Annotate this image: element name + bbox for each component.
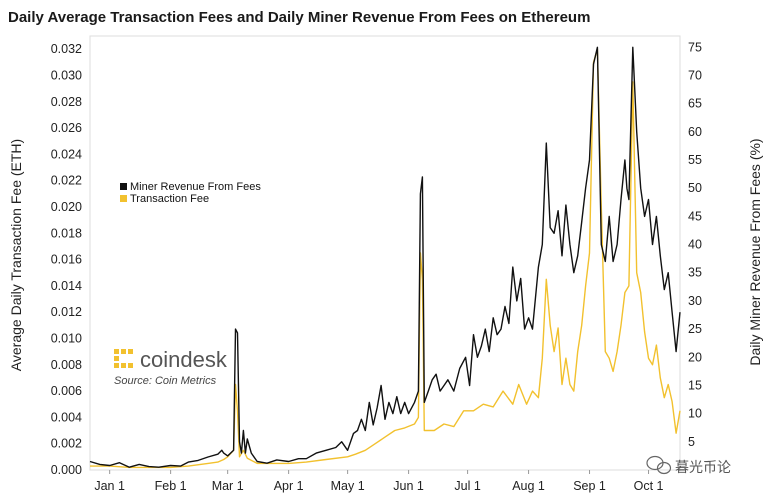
watermark-text: 暮光币论: [675, 460, 731, 476]
y-tick-left: 0.028: [51, 95, 82, 109]
y-tick-right: 10: [688, 407, 702, 421]
y-axis-right: 5 10 15 20 25 30 35 40 45 50 55 60 65 70 75: [688, 40, 702, 449]
y-tick-right: 40: [688, 238, 702, 252]
legend: Miner Revenue From Fees Transaction Fee: [120, 181, 261, 205]
y-tick-right: 65: [688, 97, 702, 111]
y-tick-left: 0.020: [51, 200, 82, 214]
y-tick-left: 0.006: [51, 384, 82, 398]
y-tick-right: 30: [688, 294, 702, 308]
series-line-miner-revenue: [89, 46, 681, 468]
y-tick-right: 45: [688, 209, 702, 223]
coindesk-logo: coindesk Source: Coin Metrics: [114, 347, 228, 387]
y-tick-right: 25: [688, 322, 702, 336]
y-tick-left: 0.012: [51, 305, 82, 319]
y-tick-right: 50: [688, 181, 702, 195]
y-tick-right: 15: [688, 378, 702, 392]
x-tick-label: Jun 1: [393, 479, 424, 493]
y-tick-left: 0.032: [51, 42, 82, 56]
plot-area: [89, 35, 681, 471]
x-tick-label: Mar 1: [212, 479, 244, 493]
y-tick-right: 5: [688, 435, 695, 449]
y-tick-right: 35: [688, 266, 702, 280]
y-tick-left: 0.004: [51, 410, 82, 424]
source-note: Source: Coin Metrics: [114, 375, 217, 387]
y-tick-right: 55: [688, 153, 702, 167]
x-tick-label: Aug 1: [512, 479, 545, 493]
y-tick-right: 60: [688, 125, 702, 139]
legend-label-miner: Miner Revenue From Fees: [130, 181, 261, 193]
y-tick-left: 0.008: [51, 358, 82, 372]
x-tick-label: Oct 1: [634, 479, 664, 493]
y-tick-left: 0.026: [51, 121, 82, 135]
x-tick-label: May 1: [331, 479, 365, 493]
x-tick-label: Jul 1: [454, 479, 480, 493]
legend-swatch-fee: [120, 195, 127, 202]
x-tick-label: Jan 1: [94, 479, 125, 493]
plot-frame: [89, 35, 681, 471]
y-tick-left: 0.030: [51, 68, 82, 82]
coindesk-logo-icon: [114, 349, 133, 368]
y-tick-right: 70: [688, 68, 702, 82]
y-tick-left: 0.000: [51, 463, 82, 477]
y-tick-right: 75: [688, 40, 702, 54]
y-tick-right: 20: [688, 350, 702, 364]
y-axis-left: 0.000 0.002 0.004 0.006 0.008 0.010 0.012 0.014…: [51, 42, 82, 477]
y-tick-left: 0.010: [51, 331, 82, 345]
y-axis-right-title: Daily Miner Revenue From Fees (%): [747, 138, 763, 365]
watermark: 暮光币论: [646, 455, 731, 476]
x-tick-label: Feb 1: [155, 479, 187, 493]
y-tick-left: 0.002: [51, 437, 82, 451]
x-tick-label: Apr 1: [274, 479, 304, 493]
coindesk-wordmark: coindesk: [140, 347, 228, 372]
y-axis-left-title: Average Daily Transaction Fee (ETH): [8, 139, 24, 371]
legend-swatch-miner: [120, 183, 127, 190]
y-tick-left: 0.022: [51, 174, 82, 188]
x-tick-label: Sep 1: [573, 479, 606, 493]
y-tick-left: 0.024: [51, 147, 82, 161]
series-layer: [89, 46, 681, 469]
y-tick-left: 0.014: [51, 279, 82, 293]
y-tick-left: 0.018: [51, 226, 82, 240]
legend-label-fee: Transaction Fee: [130, 193, 209, 205]
y-tick-left: 0.016: [51, 253, 82, 267]
wechat-icon: [646, 455, 672, 475]
chart-title: Daily Average Transaction Fees and Daily…: [8, 9, 591, 26]
x-axis: Jan 1 Feb 1 Mar 1 Apr 1 May 1 Jun 1 Jul 1 Aug 1…: [94, 470, 664, 493]
